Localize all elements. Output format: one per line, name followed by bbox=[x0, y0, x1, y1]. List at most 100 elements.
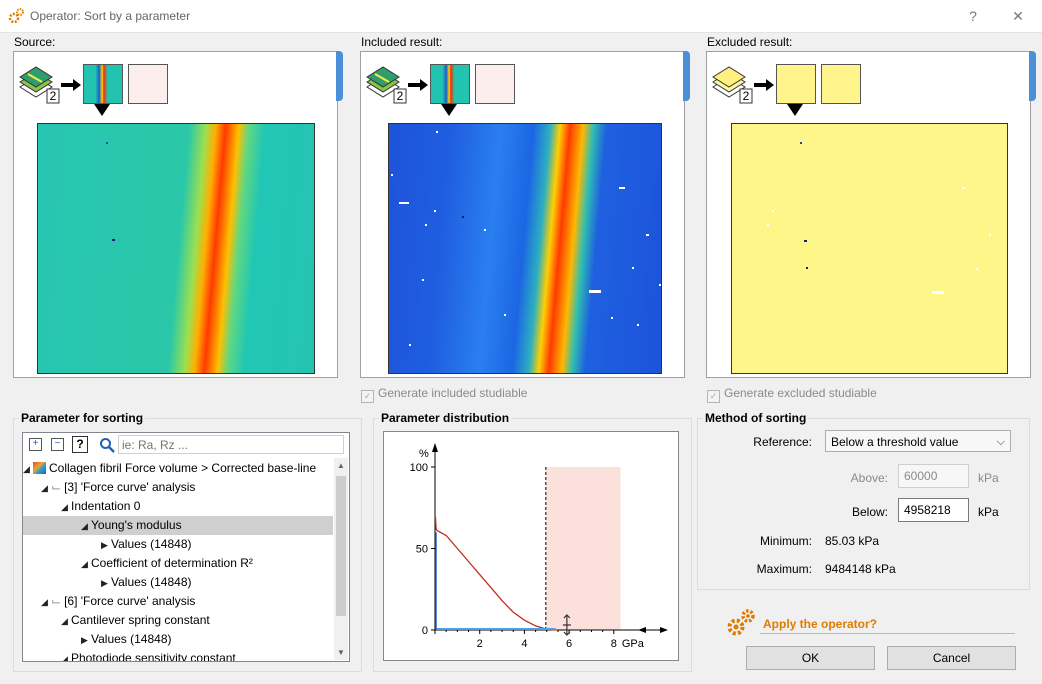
tree-item-force-curve-3[interactable]: ◢ ⌙ [3] 'Force curve' analysis bbox=[41, 480, 196, 494]
scrollbar-thumb[interactable] bbox=[336, 476, 346, 616]
layer-count: 2 bbox=[396, 89, 404, 103]
excluded-region bbox=[545, 467, 621, 630]
scroll-up-icon[interactable]: ▲ bbox=[337, 461, 345, 470]
tree-item-force-curve-6[interactable]: ◢ ⌙ [6] 'Force curve' analysis bbox=[41, 594, 196, 608]
tree-item-coefficient[interactable]: ◢ Coefficient of determination R² bbox=[81, 556, 253, 570]
y-tick-label: 50 bbox=[416, 544, 428, 556]
parameter-tree: ◢ Collagen fibril Force volume > Correcte… bbox=[23, 458, 333, 661]
distribution-chart-box: 100 50 0% 2 4 6 8 GPa bbox=[383, 431, 679, 661]
tree-item-photodiode[interactable]: ◢ Photodiode sensitivity constant bbox=[61, 649, 236, 661]
layers-icon bbox=[366, 66, 407, 104]
excluded-thumbnail[interactable] bbox=[776, 64, 816, 104]
distribution-chart[interactable]: 100 50 0% 2 4 6 8 GPa bbox=[384, 432, 678, 660]
scroll-down-icon[interactable]: ▼ bbox=[337, 648, 345, 657]
apply-divider bbox=[760, 633, 1015, 634]
check-icon: ✓ bbox=[361, 390, 374, 403]
above-label: Above: bbox=[850, 471, 888, 485]
dataset-icon bbox=[33, 462, 46, 474]
collapse-all-icon[interactable]: − bbox=[51, 438, 64, 451]
excluded-panel-tab[interactable] bbox=[1029, 51, 1036, 101]
selection-marker-icon bbox=[94, 104, 110, 116]
x-axis-arrow bbox=[660, 627, 668, 633]
parameter-title: Parameter for sorting bbox=[19, 411, 146, 425]
tree-item-youngs-modulus[interactable]: ◢ Young's modulus bbox=[23, 516, 333, 535]
tree-item-label: Cantilever spring constant bbox=[71, 613, 210, 627]
tree-item-cantilever[interactable]: ◢ Cantilever spring constant bbox=[61, 613, 210, 627]
excluded-secondary-thumbnail[interactable] bbox=[821, 64, 861, 104]
selection-marker-icon bbox=[787, 104, 803, 116]
y-unit-label: % bbox=[419, 448, 429, 460]
reference-select[interactable]: Below a threshold value ⌵ bbox=[825, 430, 1011, 452]
x-unit-label: GPa bbox=[622, 638, 645, 650]
source-secondary-thumbnail[interactable] bbox=[128, 64, 168, 104]
minimum-label: Minimum: bbox=[759, 534, 812, 548]
x-tick-label: 4 bbox=[521, 638, 527, 650]
maximum-label: Maximum: bbox=[756, 562, 812, 576]
above-field[interactable]: 60000 bbox=[898, 464, 969, 488]
tree-item-label: [3] 'Force curve' analysis bbox=[64, 480, 196, 494]
arrow-right-icon bbox=[754, 79, 774, 91]
included-image bbox=[388, 123, 662, 374]
gears-icon bbox=[8, 8, 24, 24]
below-field[interactable]: 4958218 bbox=[898, 498, 969, 522]
tree-item-values-1[interactable]: ▶ Values (14848) bbox=[101, 537, 192, 551]
resize-cursor-icon bbox=[562, 614, 571, 636]
generate-included-label: Generate included studiable bbox=[378, 386, 528, 400]
tree-item-label: Indentation 0 bbox=[71, 499, 141, 513]
distribution-title: Parameter distribution bbox=[379, 411, 512, 425]
operator-icon: ⌙ bbox=[51, 480, 62, 494]
tree-item-indentation[interactable]: ◢ Indentation 0 bbox=[61, 499, 141, 513]
below-label: Below: bbox=[851, 505, 888, 519]
source-panel-tab[interactable] bbox=[336, 51, 343, 101]
gears-icon bbox=[727, 609, 755, 636]
source-image bbox=[37, 123, 315, 374]
reference-label: Reference: bbox=[753, 435, 812, 449]
included-panel-tab[interactable] bbox=[683, 51, 690, 101]
expand-all-icon[interactable]: + bbox=[29, 438, 42, 451]
layers-icon bbox=[19, 66, 60, 104]
generate-excluded-checkbox[interactable]: ✓ Generate excluded studiable bbox=[707, 386, 877, 403]
parameter-search-input[interactable] bbox=[118, 435, 344, 454]
included-label: Included result: bbox=[361, 35, 443, 49]
included-secondary-thumbnail[interactable] bbox=[475, 64, 515, 104]
help-button[interactable]: ? bbox=[969, 8, 977, 24]
help-icon[interactable]: ? bbox=[72, 436, 88, 453]
tree-item-root[interactable]: ◢ Collagen fibril Force volume > Correcte… bbox=[23, 461, 317, 475]
arrow-right-icon bbox=[408, 79, 428, 91]
distribution-groupbox bbox=[373, 418, 692, 672]
excluded-image bbox=[731, 123, 1008, 374]
ok-button[interactable]: OK bbox=[746, 646, 875, 670]
x-tick-label: 8 bbox=[611, 638, 617, 650]
tree-item-values-2[interactable]: ▶ Values (14848) bbox=[101, 575, 192, 589]
tree-scrollbar[interactable]: ▲ ▼ bbox=[334, 458, 348, 660]
source-label: Source: bbox=[14, 35, 56, 49]
tree-item-label: Values (14848) bbox=[111, 537, 192, 551]
included-panel: 2 bbox=[360, 51, 685, 378]
cancel-button[interactable]: Cancel bbox=[887, 646, 1016, 670]
apply-question: Apply the operator? bbox=[763, 617, 878, 631]
parameter-tree-box: + − ? ◢Collagen fibril Force volume > Co… bbox=[22, 432, 350, 662]
chevron-down-icon: ⌵ bbox=[996, 436, 1005, 448]
method-groupbox bbox=[697, 418, 1030, 590]
close-button[interactable]: ✕ bbox=[1012, 8, 1024, 24]
layers-icon bbox=[712, 66, 753, 104]
y-tick-label: 0 bbox=[422, 625, 428, 637]
tree-item-label: Values (14848) bbox=[91, 632, 172, 646]
excluded-panel: 2 bbox=[706, 51, 1031, 378]
above-unit: kPa bbox=[978, 471, 999, 485]
window-title: Operator: Sort by a parameter bbox=[30, 9, 191, 23]
tree-item-label: Coefficient of determination R² bbox=[91, 556, 253, 570]
tree-item-values-3[interactable]: ▶ Values (14848) bbox=[81, 632, 172, 646]
reference-value: Below a threshold value bbox=[831, 435, 959, 449]
tree-item-label: [6] 'Force curve' analysis bbox=[64, 594, 196, 608]
y-axis-arrow bbox=[432, 443, 438, 452]
generate-included-checkbox[interactable]: ✓ Generate included studiable bbox=[361, 386, 527, 403]
source-thumbnail[interactable] bbox=[83, 64, 123, 104]
included-thumbnail[interactable] bbox=[430, 64, 470, 104]
x-tick-label: 2 bbox=[477, 638, 483, 650]
x-tick-label: 6 bbox=[566, 638, 572, 650]
below-unit: kPa bbox=[978, 505, 999, 519]
arrow-right-icon bbox=[61, 79, 81, 91]
y-tick-label: 100 bbox=[410, 462, 428, 474]
source-panel: 2 bbox=[13, 51, 338, 378]
